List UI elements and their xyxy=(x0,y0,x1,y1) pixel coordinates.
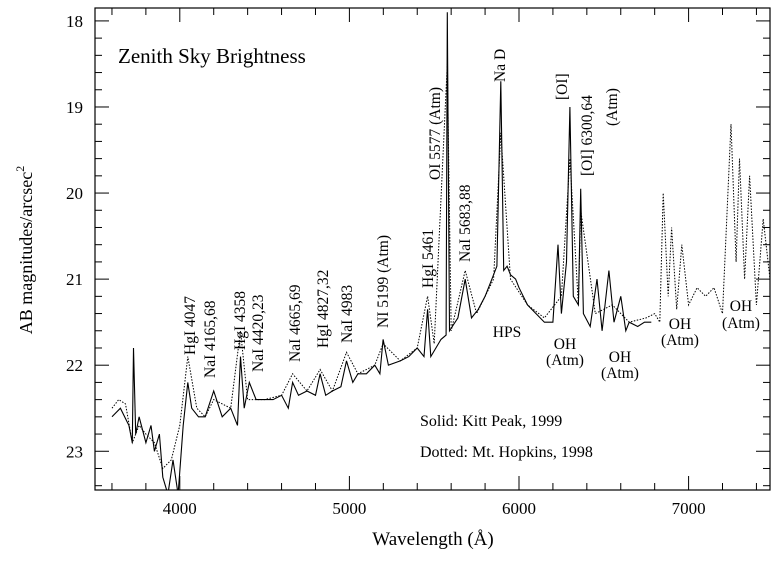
y-tick-label: 21 xyxy=(66,270,83,289)
y-tick-label: 19 xyxy=(66,98,83,117)
y-tick-label: 20 xyxy=(66,184,83,203)
annotation-label: (Atm) xyxy=(661,332,699,349)
annotation-label: OH xyxy=(730,298,752,315)
annotation-label: (Atm) xyxy=(722,315,760,332)
annotation-label: (Atm) xyxy=(601,365,639,382)
axes: 4000 5000 6000 7000 18 19 20 21 22 23 xyxy=(66,7,771,518)
series-line-solid xyxy=(111,12,652,490)
x-tick-label: 6000 xyxy=(502,499,536,518)
annotation-label: NaI 4165,68 xyxy=(202,300,219,378)
y-axis-label-superscript: 2 xyxy=(13,166,27,172)
plot-frame xyxy=(94,7,771,491)
annotation-label: NaI 4665,69 xyxy=(287,284,304,362)
annotation-label: HgI 4827,32 xyxy=(315,270,332,348)
y-tick-label: 23 xyxy=(66,442,83,461)
annotation-label: HgI 4047 xyxy=(182,296,199,355)
series-line-dotted xyxy=(111,63,770,470)
y-tick-label: 18 xyxy=(66,12,83,31)
annotation-label: NaI 4983 xyxy=(339,285,356,343)
annotation-label: HPS xyxy=(493,324,521,341)
x-tick-label: 5000 xyxy=(332,499,366,518)
x-tick-label: 7000 xyxy=(672,499,706,518)
annotation-label: NaI 5683,88 xyxy=(457,184,474,262)
y-tick-label: 22 xyxy=(66,356,83,375)
legend-solid: Solid: Kitt Peak, 1999 xyxy=(420,413,562,430)
chart-title: Zenith Sky Brightness xyxy=(118,44,306,68)
annotation-label: HgI 5461 xyxy=(420,229,437,288)
x-tick-label: 4000 xyxy=(163,499,197,518)
annotation-label: [OI] 6300,64 xyxy=(579,95,596,176)
legend-dotted: Dotted: Mt. Hopkins, 1998 xyxy=(420,444,593,461)
annotation-label: OH xyxy=(554,336,576,353)
y-axis-label: AB magnitudes/arcsec2 xyxy=(13,166,36,334)
annotation-label: (Atm) xyxy=(604,88,621,126)
y-axis-label-main: AB magnitudes/arcsec xyxy=(16,172,36,334)
annotation-label: HgI 4358 xyxy=(232,291,249,350)
series-layer xyxy=(111,12,770,490)
annotation-label: OH xyxy=(669,316,691,333)
annotation-label: (Atm) xyxy=(546,352,584,369)
annotation-label: Na D xyxy=(492,49,509,82)
annotation-label: NI 5199 (Atm) xyxy=(375,235,392,328)
annotation-label: [OI] xyxy=(554,73,571,100)
x-axis-label: Wavelength (Å) xyxy=(372,529,493,550)
annotation-label: OH xyxy=(609,349,631,366)
line-annotations: HgI 4047 NaI 4165,68 HgI 4358 NaI 4420,23 Na… xyxy=(182,49,760,382)
annotation-label: NaI 4420,23 xyxy=(250,294,267,372)
annotation-label: OI 5577 (Atm) xyxy=(427,87,444,180)
